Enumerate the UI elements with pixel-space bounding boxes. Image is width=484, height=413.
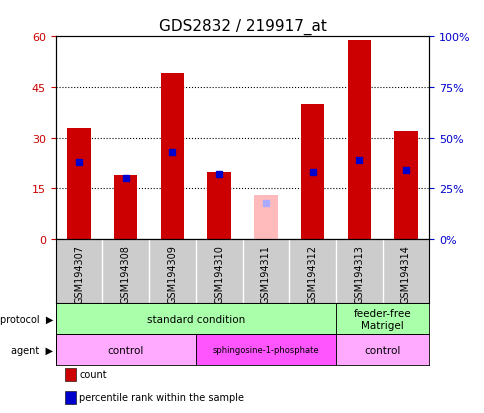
Text: growth protocol  ▶: growth protocol ▶ bbox=[0, 314, 53, 324]
Bar bbox=[335, 335, 428, 366]
Text: GSM194312: GSM194312 bbox=[307, 244, 317, 304]
Text: control: control bbox=[107, 345, 144, 355]
Bar bbox=[300, 104, 323, 240]
Bar bbox=[114, 176, 137, 240]
Text: GSM194310: GSM194310 bbox=[214, 244, 224, 304]
Text: GSM194314: GSM194314 bbox=[400, 244, 410, 304]
Text: standard condition: standard condition bbox=[146, 314, 244, 324]
Bar bbox=[56, 304, 335, 335]
Text: control: control bbox=[363, 345, 400, 355]
Title: GDS2832 / 219917_at: GDS2832 / 219917_at bbox=[158, 18, 326, 34]
Text: feeder-free
Matrigel: feeder-free Matrigel bbox=[353, 308, 410, 330]
Bar bbox=[393, 132, 417, 240]
Bar bbox=[161, 74, 184, 240]
Bar bbox=[56, 335, 196, 366]
Text: sphingosine-1-phosphate: sphingosine-1-phosphate bbox=[212, 346, 318, 354]
Bar bbox=[335, 304, 428, 335]
Text: GSM194311: GSM194311 bbox=[260, 244, 270, 304]
Text: GSM194307: GSM194307 bbox=[74, 244, 84, 304]
Text: GSM194313: GSM194313 bbox=[353, 244, 363, 304]
Bar bbox=[67, 128, 91, 240]
Bar bbox=[207, 172, 230, 240]
Bar bbox=[254, 196, 277, 240]
Text: GSM194309: GSM194309 bbox=[167, 244, 177, 304]
Text: GSM194308: GSM194308 bbox=[121, 244, 131, 304]
Bar bbox=[196, 335, 335, 366]
Text: count: count bbox=[79, 370, 106, 380]
Text: agent  ▶: agent ▶ bbox=[11, 345, 53, 355]
Bar bbox=[347, 40, 370, 240]
Text: percentile rank within the sample: percentile rank within the sample bbox=[79, 392, 243, 402]
